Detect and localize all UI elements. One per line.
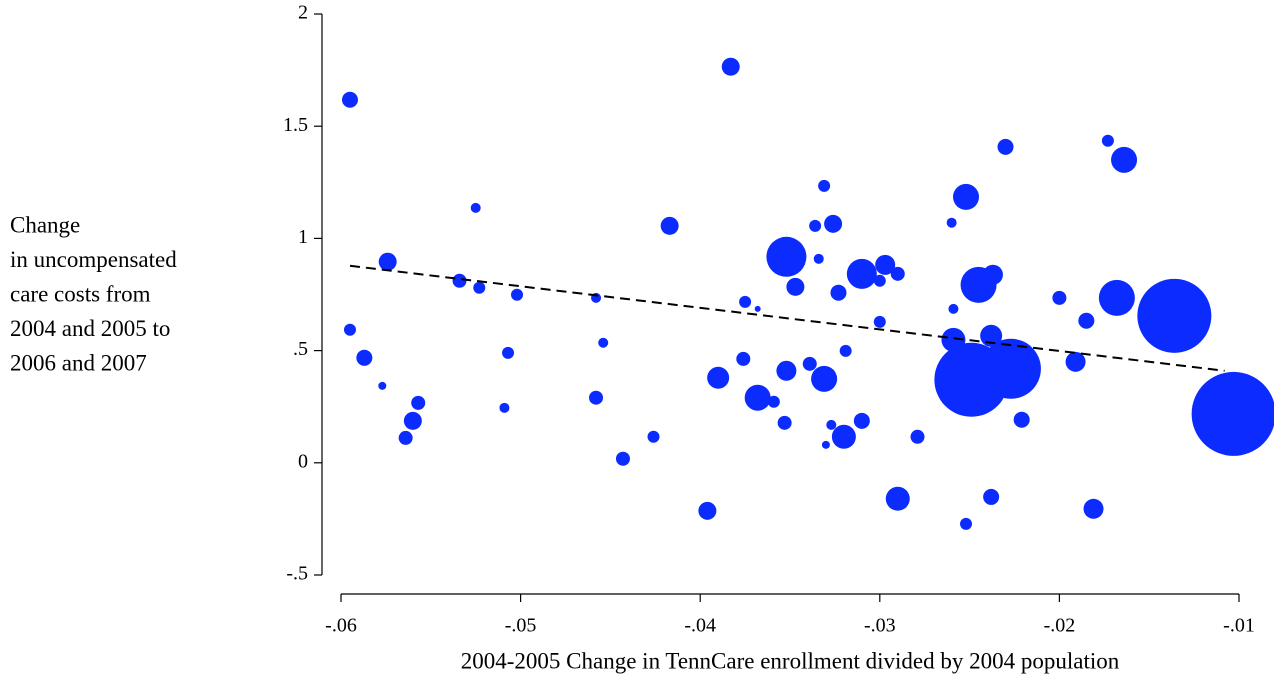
bubble	[839, 344, 852, 357]
bubble	[1191, 371, 1274, 456]
x-tick-label: -.03	[864, 615, 896, 637]
bubble	[786, 277, 805, 296]
bubble	[754, 305, 761, 312]
y-tick-label: .5	[293, 338, 308, 360]
bubble	[910, 429, 925, 444]
bubble	[802, 356, 817, 371]
bubble	[598, 337, 609, 348]
bubble	[356, 349, 373, 366]
bubble	[452, 273, 467, 288]
bubble	[1065, 351, 1086, 372]
x-axis-title: 2004-2005 Change in TennCare enrollment …	[461, 648, 1120, 673]
bubble	[502, 346, 515, 359]
bubble	[660, 216, 679, 235]
bubble	[398, 430, 413, 445]
bubble	[831, 424, 856, 449]
y-tick-label: 1	[298, 226, 308, 248]
bubble	[821, 440, 830, 449]
y-axis-title: 2006 and 2007	[10, 350, 147, 375]
bubble	[826, 419, 837, 430]
bubble	[647, 430, 660, 443]
bubble	[982, 264, 1003, 285]
fit-line	[349, 264, 1225, 372]
bubble	[873, 315, 886, 328]
y-axis-title: Change	[10, 212, 80, 237]
x-tick-label: -.06	[325, 615, 357, 637]
bubble	[707, 366, 730, 389]
bubble	[511, 288, 524, 301]
bubble	[698, 501, 717, 520]
bubble	[1017, 366, 1038, 387]
bubble	[1078, 312, 1095, 329]
bubble	[960, 517, 973, 530]
x-tick-label: -.01	[1223, 615, 1255, 637]
bubble	[818, 179, 831, 192]
bubble	[953, 183, 980, 210]
bubble	[873, 274, 886, 287]
bubble	[736, 351, 751, 366]
bubble	[744, 384, 771, 411]
bubble	[875, 254, 896, 275]
bubble	[767, 395, 780, 408]
y-tick-label: 2	[298, 2, 308, 24]
y-axis-title: care costs from	[10, 281, 151, 306]
bubble	[946, 217, 957, 228]
bubble	[890, 266, 905, 281]
bubble	[846, 258, 877, 289]
bubble	[830, 284, 847, 301]
bubble	[589, 390, 604, 405]
bubble	[499, 402, 510, 413]
bubble	[777, 415, 792, 430]
bubble	[1098, 279, 1135, 316]
bubble	[997, 138, 1014, 155]
bubble	[1083, 498, 1104, 519]
bubble	[948, 303, 959, 314]
bubble	[1101, 134, 1114, 147]
y-tick-label: 1.5	[283, 114, 308, 136]
bubble	[343, 323, 356, 336]
bubble	[721, 57, 740, 76]
bubble	[403, 411, 422, 430]
x-tick-label: -.04	[684, 615, 716, 637]
bubble	[1137, 278, 1212, 353]
bubble	[776, 360, 797, 381]
bubble	[824, 214, 843, 233]
bubble	[1052, 290, 1067, 305]
bubble	[813, 253, 824, 264]
bubble	[1013, 411, 1030, 428]
bubble	[411, 395, 426, 410]
bubble	[470, 202, 481, 213]
y-tick-label: -.5	[286, 563, 308, 585]
x-tick-label: -.05	[505, 615, 537, 637]
bubble	[853, 412, 870, 429]
bubble	[473, 281, 486, 294]
bubble	[378, 252, 397, 271]
bubble	[809, 219, 822, 232]
bubble	[341, 91, 358, 108]
bubble	[766, 236, 807, 277]
bubble	[739, 295, 752, 308]
bubble	[1111, 146, 1138, 173]
y-axis-title: in uncompensated	[10, 247, 177, 272]
y-axis-title: 2004 and 2005 to	[10, 316, 170, 341]
y-tick-label: 0	[298, 450, 308, 472]
bubble	[378, 381, 387, 390]
x-tick-label: -.02	[1044, 615, 1076, 637]
bubble	[934, 342, 1009, 417]
bubble	[885, 486, 910, 511]
bubble	[983, 488, 1000, 505]
bubble	[615, 451, 630, 466]
bubble	[811, 365, 838, 392]
